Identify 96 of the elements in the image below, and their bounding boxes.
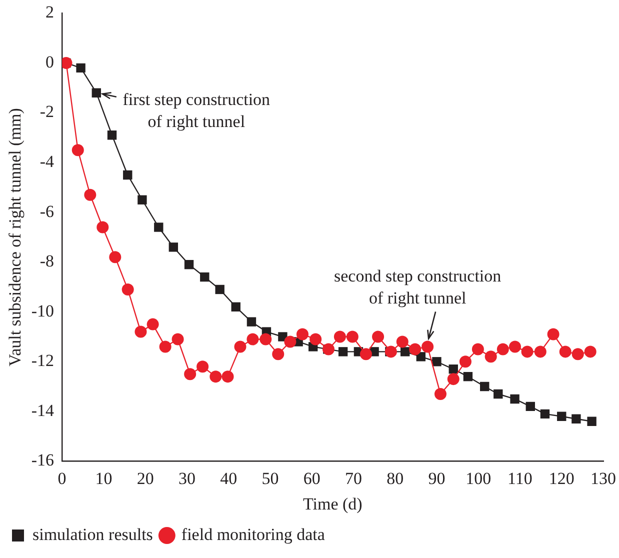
point — [557, 412, 566, 421]
point — [168, 242, 178, 252]
legend-label: simulation results — [32, 524, 153, 544]
x-tick-label: 80 — [386, 468, 404, 488]
annotation: first step construction of right tunnel — [122, 90, 271, 131]
point — [447, 373, 460, 386]
point — [360, 348, 372, 360]
x-tick-label: 130 — [590, 468, 616, 488]
point — [422, 340, 434, 353]
point — [123, 170, 132, 180]
point — [92, 88, 101, 98]
point — [215, 284, 224, 294]
point — [372, 330, 384, 343]
point — [76, 63, 86, 73]
point — [184, 260, 194, 270]
point — [96, 221, 109, 234]
point — [459, 356, 472, 368]
point — [284, 336, 296, 348]
x-tick-label: 100 — [466, 468, 492, 488]
point — [526, 402, 535, 412]
point — [138, 195, 147, 204]
legend-label: field monitoring data — [181, 524, 326, 544]
y-tick-label: -4 — [40, 152, 55, 171]
x-tick-label: 10 — [95, 468, 112, 488]
point — [484, 350, 497, 363]
point — [400, 347, 410, 356]
x-tick-label: 90 — [428, 468, 446, 488]
point — [260, 333, 272, 346]
point — [172, 333, 184, 346]
point — [396, 336, 408, 348]
point — [107, 130, 117, 140]
point — [210, 370, 222, 383]
y-tick-label: -6 — [40, 202, 54, 221]
point — [109, 251, 122, 264]
point — [540, 409, 550, 419]
point — [584, 346, 596, 358]
point — [480, 382, 490, 392]
y-tick-label: 2 — [46, 2, 54, 22]
point — [463, 372, 473, 382]
x-tick-label: 60 — [303, 468, 320, 488]
point — [432, 357, 442, 366]
point — [154, 222, 164, 232]
point — [296, 328, 308, 340]
point — [246, 317, 256, 326]
point — [196, 360, 209, 373]
point — [346, 330, 358, 343]
point — [521, 346, 534, 358]
y-tick-label: 0 — [46, 52, 54, 72]
point — [146, 318, 159, 330]
x-tick-label: 20 — [136, 468, 154, 488]
point — [587, 416, 596, 426]
point — [184, 368, 196, 380]
point — [231, 302, 240, 312]
y-axis-title: Vault subsidence of right tunnel (mm) — [6, 108, 25, 366]
point — [472, 343, 484, 356]
point — [84, 188, 96, 201]
point — [159, 340, 172, 353]
point — [134, 326, 147, 338]
point — [510, 394, 520, 404]
point — [234, 340, 246, 353]
x-tick-label: 50 — [262, 468, 279, 488]
point — [534, 346, 546, 358]
x-tick-label: 30 — [178, 468, 196, 488]
point — [384, 346, 397, 358]
y-tick-label: -14 — [31, 400, 55, 420]
y-tick-label: -16 — [31, 450, 54, 470]
point — [494, 389, 503, 399]
point — [246, 333, 259, 346]
x-tick-label: 120 — [548, 468, 574, 488]
x-tick-label: 110 — [508, 468, 532, 488]
y-tick-label: -2 — [40, 102, 54, 122]
point — [508, 340, 521, 353]
point — [434, 388, 446, 400]
point — [496, 343, 509, 356]
point — [416, 352, 426, 362]
x-axis-title: Time (d) — [302, 494, 362, 514]
y-tick-label: -10 — [31, 301, 54, 320]
point — [448, 364, 458, 374]
point — [559, 346, 572, 358]
point — [222, 370, 234, 383]
point — [547, 328, 560, 340]
point — [310, 333, 322, 346]
point — [272, 348, 284, 360]
point — [338, 347, 348, 356]
x-tick-label: 70 — [344, 468, 362, 488]
point — [572, 348, 584, 360]
point — [409, 343, 422, 356]
point — [72, 144, 84, 156]
annotation: second step construction of right tunnel — [334, 266, 502, 308]
x-tick-label: 40 — [220, 468, 238, 488]
y-tick-label: -12 — [31, 351, 54, 370]
y-tick-label: -8 — [40, 252, 54, 271]
point — [200, 272, 210, 282]
point — [572, 414, 581, 424]
point — [122, 283, 134, 296]
point — [334, 330, 346, 343]
